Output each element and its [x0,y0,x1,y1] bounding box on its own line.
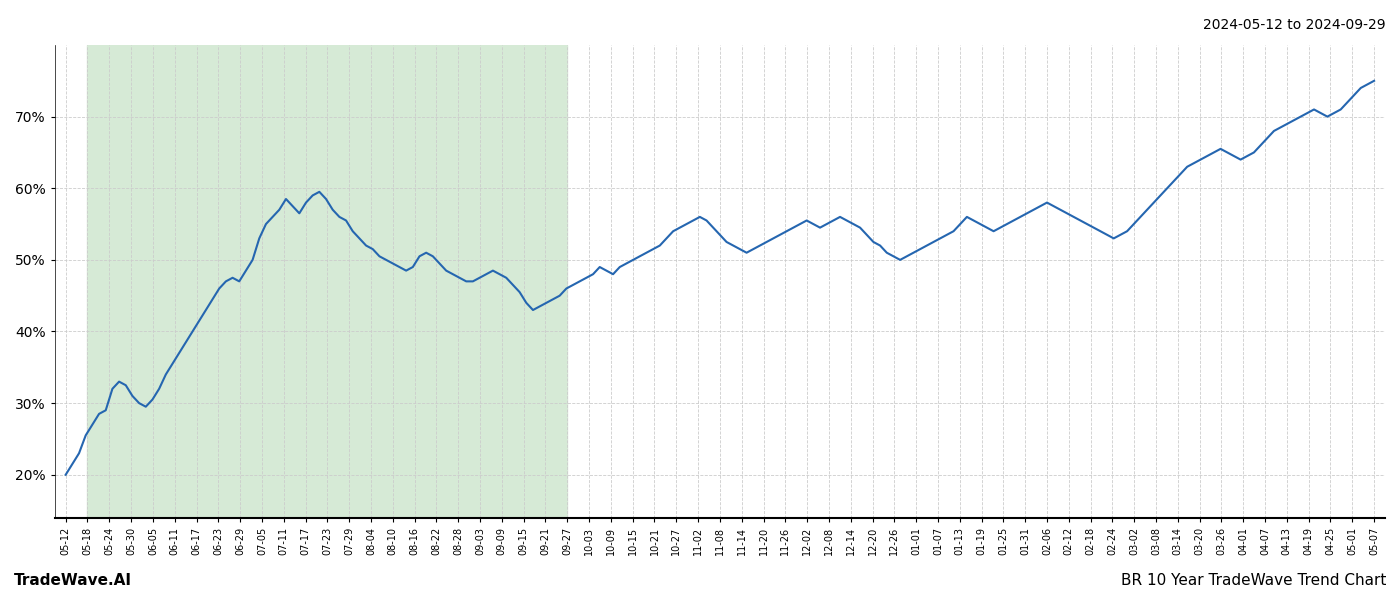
Text: TradeWave.AI: TradeWave.AI [14,573,132,588]
Text: BR 10 Year TradeWave Trend Chart: BR 10 Year TradeWave Trend Chart [1120,573,1386,588]
Bar [87,45,567,518]
Text: 2024-05-12 to 2024-09-29: 2024-05-12 to 2024-09-29 [1204,18,1386,32]
